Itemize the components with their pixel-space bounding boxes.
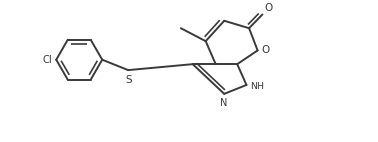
Text: O: O xyxy=(261,45,270,55)
Text: NH: NH xyxy=(250,82,264,91)
Text: O: O xyxy=(264,3,272,13)
Text: N: N xyxy=(220,98,227,107)
Text: Cl: Cl xyxy=(43,55,53,65)
Text: S: S xyxy=(125,75,132,85)
